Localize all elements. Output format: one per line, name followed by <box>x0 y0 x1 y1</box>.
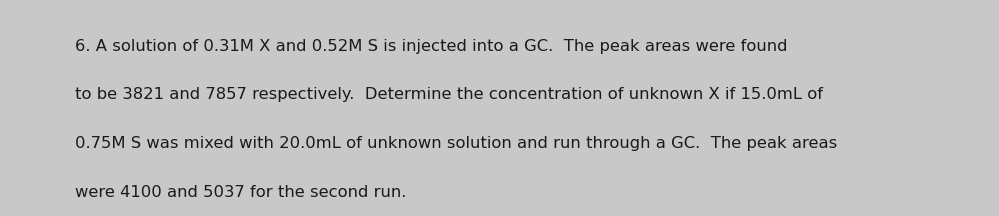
Text: 0.75M S was mixed with 20.0mL of unknown solution and run through a GC.  The pea: 0.75M S was mixed with 20.0mL of unknown… <box>75 136 837 151</box>
Text: 6. A solution of 0.31M X and 0.52M S is injected into a GC.  The peak areas were: 6. A solution of 0.31M X and 0.52M S is … <box>75 39 787 54</box>
Text: to be 3821 and 7857 respectively.  Determine the concentration of unknown X if 1: to be 3821 and 7857 respectively. Determ… <box>75 87 823 102</box>
Text: were 4100 and 5037 for the second run.: were 4100 and 5037 for the second run. <box>75 185 407 200</box>
